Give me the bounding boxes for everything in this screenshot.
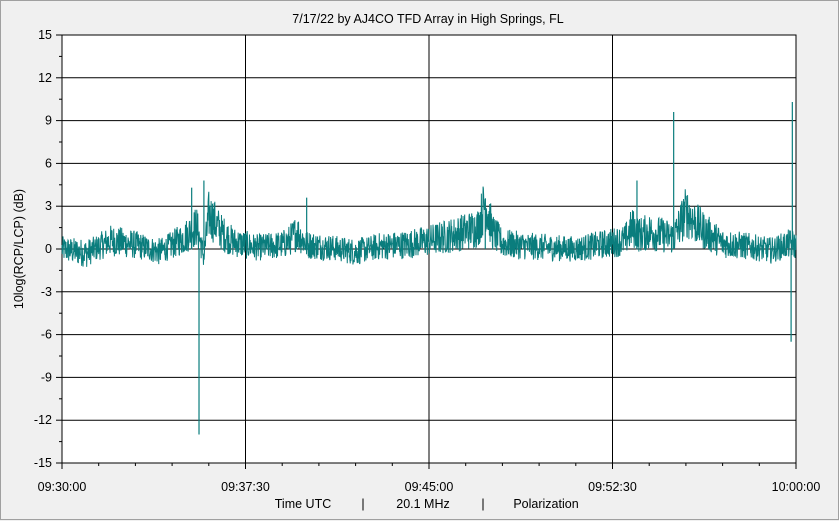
minor-ticks: [56, 34, 797, 469]
y-tick-label: -9: [41, 370, 52, 384]
y-axis-label: 10log(RCP/LCP) (dB): [12, 189, 26, 309]
y-tick-label: -15: [34, 456, 52, 470]
y-tick-label: 6: [45, 156, 52, 170]
y-tick-labels: 15 12 9 6 3 0 -3 -6 -9 -12 -15: [34, 28, 52, 470]
y-tick-label: 0: [45, 242, 52, 256]
grid-lines: [62, 35, 796, 463]
x-axis-label-separator: |: [481, 497, 484, 511]
y-tick-label: -12: [34, 413, 52, 427]
y-tick-label: 15: [38, 28, 52, 42]
y-tick-label: 3: [45, 199, 52, 213]
x-tick-label: 09:30:00: [38, 480, 87, 494]
y-tick-label: -3: [41, 285, 52, 299]
chart-title: 7/17/22 by AJ4CO TFD Array in High Sprin…: [292, 12, 563, 26]
y-tick-label: 9: [45, 114, 52, 128]
y-tick-label: -6: [41, 328, 52, 342]
series-group: [61, 102, 797, 435]
x-axis-label-mode: Polarization: [513, 497, 578, 511]
x-axis-label-separator: |: [361, 497, 364, 511]
x-tick-label: 09:37:30: [221, 480, 270, 494]
x-axis-label: Time UTC | 20.1 MHz | Polarization: [275, 497, 579, 511]
x-axis-label-frequency: 20.1 MHz: [396, 497, 450, 511]
y-tick-label: 12: [38, 71, 52, 85]
x-axis-label-quantity: Time UTC: [275, 497, 331, 511]
x-tick-label: 09:52:30: [588, 480, 637, 494]
x-tick-label: 10:00:00: [772, 480, 821, 494]
x-tick-label: 09:45:00: [405, 480, 454, 494]
x-tick-labels: 09:30:00 09:37:30 09:45:00 09:52:30 10:00:00: [38, 480, 821, 494]
